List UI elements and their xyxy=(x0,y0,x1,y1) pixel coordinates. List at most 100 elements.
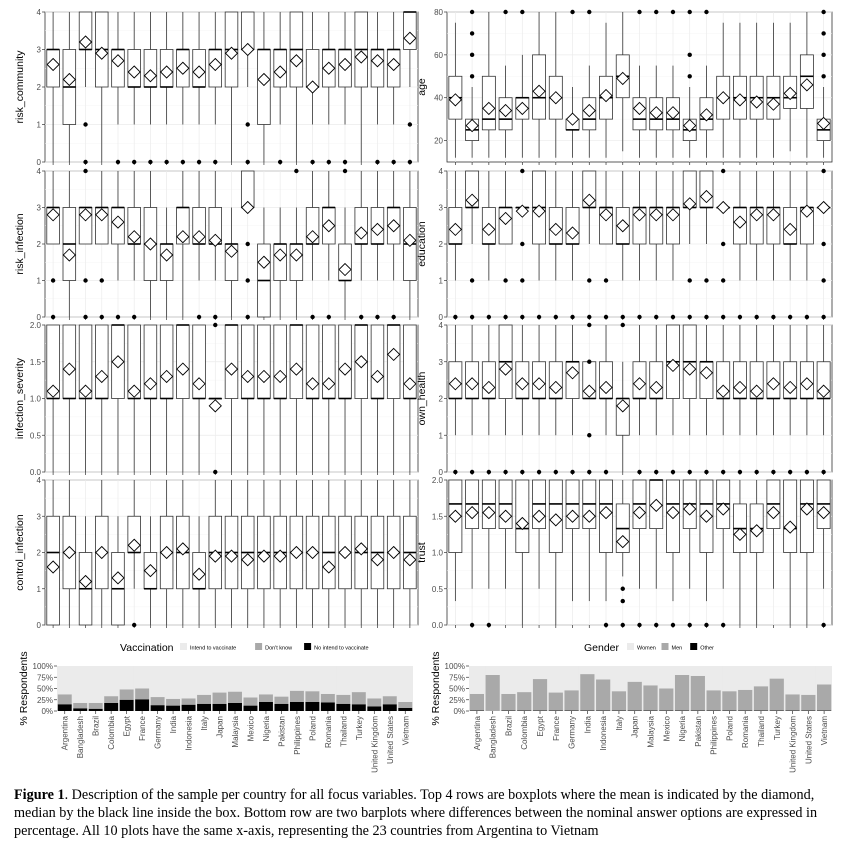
outlier-point xyxy=(469,9,475,15)
bar-segment-intend-to-vaccinate xyxy=(243,666,258,698)
mean-diamond xyxy=(403,31,417,45)
outlier-point xyxy=(520,241,525,247)
x-tick-label: Egypt xyxy=(536,715,545,736)
bar-argentina xyxy=(57,666,72,711)
outlier-point xyxy=(687,52,692,58)
box-japan xyxy=(208,480,223,625)
box-nigeria xyxy=(257,324,271,472)
box-japan xyxy=(615,12,630,152)
box-united-states xyxy=(386,171,401,320)
mean-diamond xyxy=(403,233,417,247)
y-tick-label: 2 xyxy=(37,240,42,249)
mean-diamond xyxy=(683,197,697,211)
bar-segment-no-intend-to-vaccinate xyxy=(135,699,150,711)
box-brazil xyxy=(481,479,496,628)
bar-segment-women xyxy=(627,666,642,682)
outlier-point xyxy=(587,314,592,320)
x-tick-label: Indonesia xyxy=(185,715,194,750)
mean-diamond xyxy=(257,255,271,269)
outlier-point xyxy=(503,469,508,475)
outlier-point xyxy=(294,168,299,174)
box-poland xyxy=(305,480,320,625)
bar-colombia xyxy=(517,666,532,711)
box-poland xyxy=(716,168,731,320)
outlier-point xyxy=(687,469,692,475)
mean-diamond xyxy=(816,505,831,520)
bar-mexico xyxy=(243,666,258,711)
mean-diamond xyxy=(289,545,304,560)
box-vietnam xyxy=(403,11,417,165)
mean-diamond xyxy=(716,200,730,215)
mean-diamond xyxy=(192,65,206,79)
outlier-point xyxy=(213,322,218,328)
mean-diamond xyxy=(273,549,287,563)
bar-united-kingdom xyxy=(367,666,382,711)
mean-diamond xyxy=(783,86,797,101)
box-brazil xyxy=(78,168,93,320)
mean-diamond xyxy=(699,108,714,122)
y-tick-label: 75% xyxy=(37,673,53,682)
mean-diamond xyxy=(616,534,630,549)
mean-diamond xyxy=(549,91,563,105)
x-tick-label: India xyxy=(169,715,178,733)
mean-diamond xyxy=(62,362,76,376)
mean-diamond xyxy=(143,563,158,578)
bar-segment-intend-to-vaccinate xyxy=(88,666,103,703)
bar-segment-women xyxy=(596,666,611,680)
box-thailand xyxy=(749,22,764,158)
legend-key xyxy=(255,643,263,650)
mean-diamond xyxy=(387,347,401,362)
y-tick-label: 0.5 xyxy=(30,431,42,440)
mean-diamond xyxy=(515,101,529,116)
box-vietnam xyxy=(403,480,417,625)
box-united-states xyxy=(386,12,401,165)
mean-diamond xyxy=(289,362,304,376)
outlier-point xyxy=(570,314,575,320)
mean-diamond xyxy=(699,189,714,204)
outlier-point xyxy=(620,598,625,604)
mean-diamond xyxy=(289,248,304,262)
mean-diamond xyxy=(208,549,222,563)
mean-diamond xyxy=(387,545,401,560)
mean-diamond xyxy=(354,226,368,240)
y-tick-label: 1 xyxy=(37,277,42,286)
outlier-point xyxy=(164,159,169,165)
outlier-point xyxy=(587,359,592,364)
mean-diamond xyxy=(95,369,109,384)
outlier-point xyxy=(620,586,625,591)
bar-segment-intend-to-vaccinate xyxy=(367,666,382,699)
outlier-point xyxy=(375,159,380,165)
bar-brazil xyxy=(501,666,516,711)
box-egypt xyxy=(515,325,530,475)
mean-diamond xyxy=(370,553,385,567)
box-thailand xyxy=(749,171,764,320)
y-tick-label: 0 xyxy=(37,313,42,322)
bar-segment-intend-to-vaccinate xyxy=(289,666,304,691)
mean-diamond xyxy=(241,369,255,384)
x-tick-label: Indonesia xyxy=(599,715,608,750)
box-malaysia xyxy=(632,171,647,320)
outlier-point xyxy=(704,314,709,320)
legend-title: Vaccination xyxy=(120,642,174,654)
box-philippines xyxy=(699,479,714,628)
box-italy xyxy=(599,479,613,628)
bar-germany xyxy=(564,666,579,711)
mean-diamond xyxy=(800,78,814,92)
mean-diamond xyxy=(289,54,304,68)
box-vietnam xyxy=(403,171,417,317)
box-india xyxy=(565,479,580,602)
box-iqr xyxy=(62,324,77,399)
box-germany xyxy=(143,12,158,165)
outlier-point xyxy=(821,9,826,15)
bar-united-kingdom xyxy=(785,666,800,711)
panel-infection-severity-4: 0.0 0.5 1.0 1.5 2.0 infection_severity xyxy=(14,321,419,477)
y-tick-label: 1.5 xyxy=(432,512,444,521)
outlier-point xyxy=(391,314,396,320)
box-brazil xyxy=(78,516,93,626)
box-united-states xyxy=(386,480,401,625)
y-tick-label: 0 xyxy=(439,468,444,477)
mean-diamond xyxy=(338,545,352,560)
outlier-point xyxy=(687,74,692,79)
outlier-point xyxy=(503,314,508,320)
x-tick-label: Italy xyxy=(200,716,209,731)
